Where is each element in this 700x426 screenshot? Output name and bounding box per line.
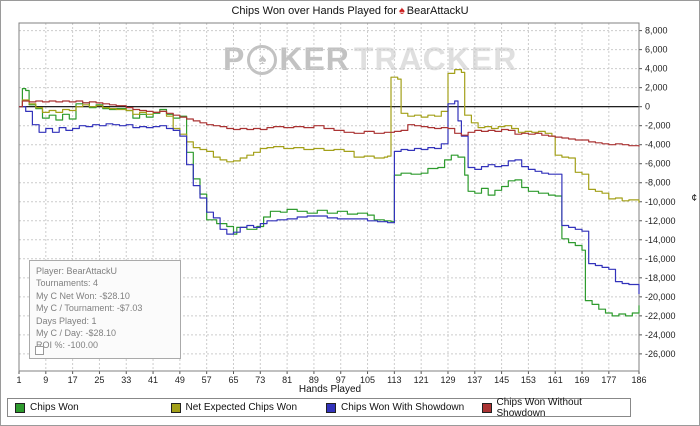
svg-text:169: 169 <box>575 375 590 385</box>
svg-text:8,000: 8,000 <box>645 26 668 36</box>
watermark-spade-icon: ♠ <box>247 44 278 75</box>
watermark-tracker: TRACKER <box>353 41 518 77</box>
legend-label: Net Expected Chips Won <box>185 402 298 413</box>
svg-text:73: 73 <box>255 375 265 385</box>
svg-text:6,000: 6,000 <box>645 45 668 55</box>
legend-label: Chips Won Without Showdown <box>496 396 582 419</box>
stats-player: Player: BearAttackU <box>36 266 118 276</box>
legend: Chips Won Net Expected Chips Won Chips W… <box>7 397 631 419</box>
legend-label: Chips Won <box>30 402 79 413</box>
svg-text:-22,000: -22,000 <box>645 311 676 321</box>
svg-text:137: 137 <box>467 375 482 385</box>
svg-text:-14,000: -14,000 <box>645 235 676 245</box>
svg-text:129: 129 <box>440 375 455 385</box>
svg-text:17: 17 <box>68 375 78 385</box>
chart-title-player: BearAttackU <box>406 5 469 17</box>
x-axis-title: Hands Played <box>298 384 362 395</box>
spade-icon: ♠ <box>398 5 405 17</box>
svg-text:-10,000: -10,000 <box>645 197 676 207</box>
chart-title-text: Chips Won over Hands Played for <box>231 5 397 17</box>
svg-text:4,000: 4,000 <box>645 64 668 74</box>
stats-box[interactable]: Player: BearAttackU Tournaments: 4 My C … <box>29 260 181 359</box>
svg-text:65: 65 <box>228 375 238 385</box>
svg-text:81: 81 <box>282 375 292 385</box>
stats-box-handle <box>35 346 44 355</box>
legend-item-net-expected[interactable]: Net Expected Chips Won <box>164 402 320 413</box>
stats-days-played: Days Played: 1 <box>36 315 97 326</box>
svg-text:186: 186 <box>631 375 646 385</box>
svg-text:2,000: 2,000 <box>645 83 668 93</box>
y-axis-unit: ¢ <box>691 193 697 204</box>
svg-text:153: 153 <box>521 375 536 385</box>
svg-text:25: 25 <box>94 375 104 385</box>
legend-label: Chips Won With Showdown <box>341 402 465 413</box>
svg-text:9: 9 <box>43 375 48 385</box>
svg-text:57: 57 <box>202 375 212 385</box>
svg-text:-26,000: -26,000 <box>645 349 676 359</box>
svg-text:-18,000: -18,000 <box>645 273 676 283</box>
svg-text:-6,000: -6,000 <box>645 159 671 169</box>
svg-text:-4,000: -4,000 <box>645 140 671 150</box>
svg-text:-16,000: -16,000 <box>645 254 676 264</box>
stats-tournaments: Tournaments: 4 <box>36 278 99 289</box>
svg-text:177: 177 <box>601 375 616 385</box>
legend-swatch-without-showdown <box>481 402 492 413</box>
legend-item-chips-won[interactable]: Chips Won <box>8 402 164 413</box>
stats-net-won: My C Net Won: -$28.10 <box>36 290 130 301</box>
chart-title: Chips Won over Hands Played for ♠ BearAtta… <box>1 5 699 17</box>
svg-text:-8,000: -8,000 <box>645 178 671 188</box>
svg-text:89: 89 <box>309 375 319 385</box>
svg-text:145: 145 <box>494 375 509 385</box>
legend-swatch-with-showdown <box>326 402 336 413</box>
legend-item-without-showdown[interactable]: Chips Won Without Showdown <box>475 397 631 419</box>
svg-text:-2,000: -2,000 <box>645 121 671 131</box>
stats-per-tournament: My C / Tournament: -$7.03 <box>36 303 143 314</box>
stats-roi: ROI %: -100.00 <box>36 340 99 351</box>
svg-text:33: 33 <box>121 375 131 385</box>
svg-text:161: 161 <box>548 375 563 385</box>
stats-per-day: My C / Day: -$28.10 <box>36 328 117 339</box>
svg-text:113: 113 <box>387 375 401 385</box>
svg-text:-24,000: -24,000 <box>645 330 676 340</box>
svg-text:97: 97 <box>336 375 346 385</box>
svg-text:41: 41 <box>148 375 158 385</box>
legend-item-with-showdown[interactable]: Chips Won With Showdown <box>319 402 475 413</box>
legend-swatch-chips-won <box>15 402 25 413</box>
svg-text:0: 0 <box>645 102 650 112</box>
svg-text:-12,000: -12,000 <box>645 216 676 226</box>
svg-text:-20,000: -20,000 <box>645 292 676 302</box>
svg-text:49: 49 <box>175 375 185 385</box>
legend-swatch-net-expected <box>170 402 181 413</box>
svg-text:1: 1 <box>16 375 21 385</box>
svg-text:105: 105 <box>360 375 375 385</box>
svg-text:121: 121 <box>414 375 429 385</box>
